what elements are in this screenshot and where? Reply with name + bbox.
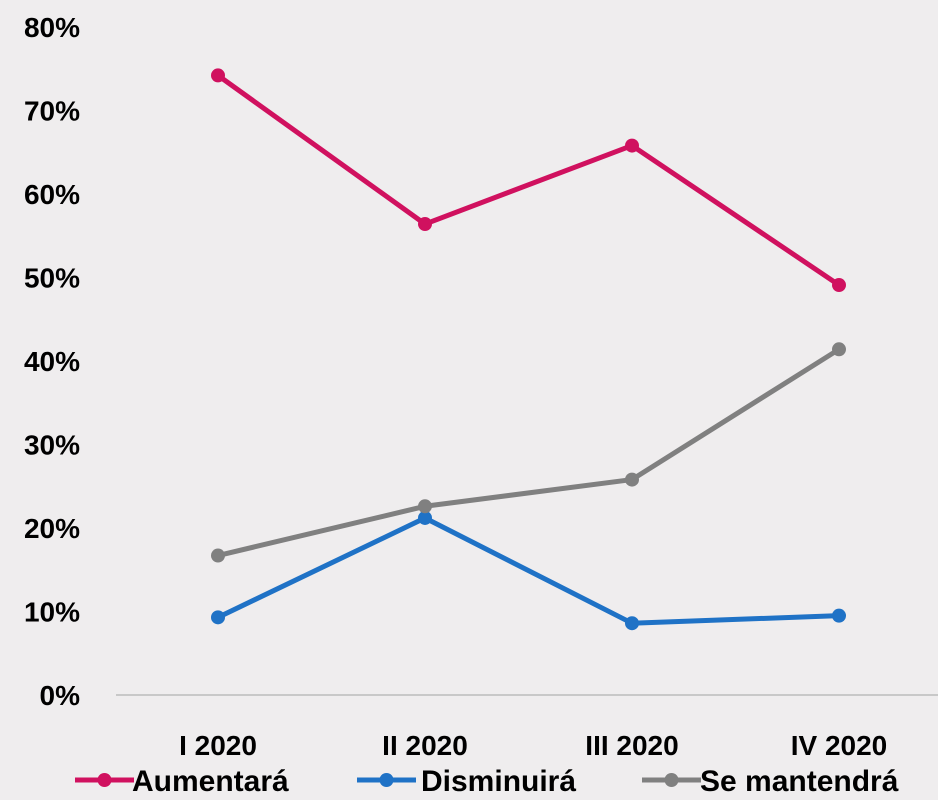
data-point xyxy=(418,510,432,525)
series-line-0 xyxy=(216,73,841,288)
y-tick-label: 30% xyxy=(24,430,80,461)
data-point xyxy=(418,499,432,514)
x-tick-label: II 2020 xyxy=(382,730,468,761)
legend-swatch-marker xyxy=(664,773,679,787)
series-line-1 xyxy=(216,515,840,626)
data-point xyxy=(625,616,639,631)
y-tick-label: 70% xyxy=(24,96,80,127)
data-point xyxy=(418,217,432,232)
y-tick-label: 20% xyxy=(24,513,80,544)
y-tick-label: 80% xyxy=(24,12,80,43)
x-tick-label: III 2020 xyxy=(585,730,678,761)
legend-swatch-marker xyxy=(97,773,112,787)
data-point xyxy=(832,342,846,357)
data-point xyxy=(211,548,225,563)
legend: Aumentará Disminuirá Se mantendrá xyxy=(75,765,899,798)
x-tick-label: IV 2020 xyxy=(791,730,888,761)
y-tick-label: 40% xyxy=(24,346,80,377)
legend-label: Aumentará xyxy=(132,765,289,798)
y-tick-label: 10% xyxy=(24,597,80,628)
y-tick-label: 60% xyxy=(24,179,80,210)
data-point xyxy=(625,472,639,487)
series-group xyxy=(211,68,846,631)
data-point xyxy=(211,68,225,83)
y-tick-label: 50% xyxy=(24,263,80,294)
legend-label: Disminuirá xyxy=(421,765,576,798)
legend-swatch-marker xyxy=(379,773,394,787)
y-tick-label: 0% xyxy=(40,680,81,711)
x-axis-ticks: I 2020 II 2020 III 2020 IV 2020 xyxy=(179,730,887,761)
data-point xyxy=(211,610,225,625)
data-point xyxy=(832,278,846,293)
data-point xyxy=(832,608,846,623)
data-point xyxy=(625,138,639,153)
legend-label: Se mantendrá xyxy=(700,765,899,798)
y-axis-ticks: 0% 10% 20% 30% 40% 50% 60% 70% 80% xyxy=(24,12,80,711)
x-tick-label: I 2020 xyxy=(179,730,257,761)
series-line-2 xyxy=(217,347,841,558)
